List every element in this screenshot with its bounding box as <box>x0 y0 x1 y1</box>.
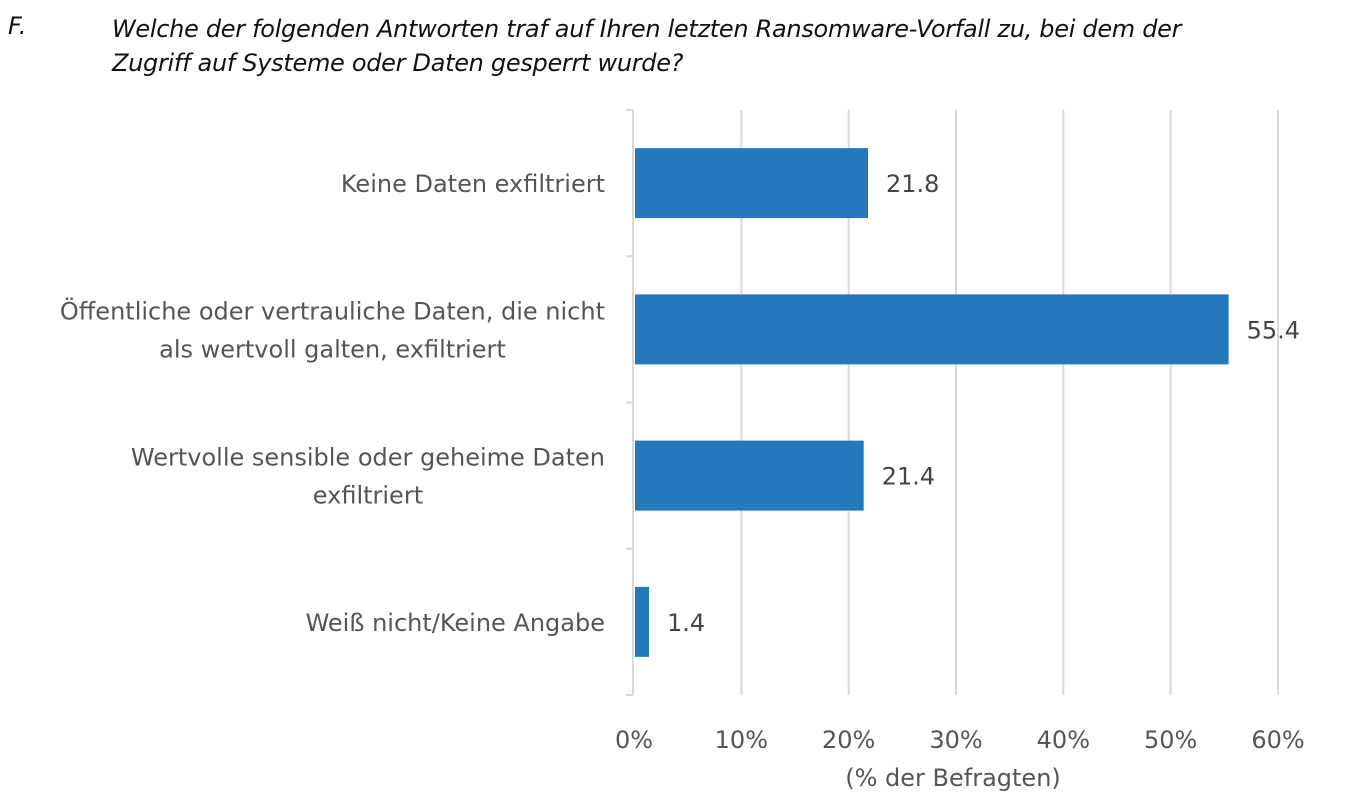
bar <box>635 440 864 511</box>
category-label: Wertvolle sensible oder geheime Daten <box>131 444 605 472</box>
x-tick-label: 30% <box>929 726 982 754</box>
question-line-1: Welche der folgenden Antworten traf auf … <box>112 15 1182 43</box>
x-tick-label: 0% <box>615 726 653 754</box>
category-label: Weiß nicht/Keine Angabe <box>306 609 605 637</box>
category-labels: Keine Daten exfiltriert Öffentliche oder … <box>60 170 605 637</box>
x-tick-label: 10% <box>715 726 768 754</box>
y-axis <box>626 109 634 696</box>
value-label: 1.4 <box>667 609 705 637</box>
bar <box>635 148 868 219</box>
x-tick-label: 60% <box>1251 726 1304 754</box>
value-labels: 21.8 55.4 21.4 1.4 <box>667 170 1300 637</box>
x-tick-label: 20% <box>822 726 875 754</box>
value-label: 55.4 <box>1247 316 1300 344</box>
category-label: Keine Daten exfiltriert <box>341 170 605 198</box>
question-line-2: Zugriff auf Systeme oder Daten gesperrt … <box>112 49 684 77</box>
bar <box>635 586 650 657</box>
x-tick-label: 50% <box>1144 726 1197 754</box>
x-tick-label: 40% <box>1037 726 1090 754</box>
value-label: 21.8 <box>886 170 939 198</box>
category-label: als wertvoll galten, exfiltriert <box>159 335 506 363</box>
category-label: Öffentliche oder vertrauliche Daten, die… <box>60 296 605 325</box>
bars <box>635 148 1229 657</box>
x-axis-label: (% der Befragten) <box>845 764 1061 792</box>
category-label: exfiltriert <box>313 482 423 510</box>
question-number: F. <box>8 12 27 40</box>
x-tick-labels: 0% 10% 20% 30% 40% 50% 60% <box>615 726 1305 754</box>
value-label: 21.4 <box>882 463 935 491</box>
question-text: Welche der folgenden Antworten traf auf … <box>112 12 1332 80</box>
bar <box>635 294 1229 365</box>
